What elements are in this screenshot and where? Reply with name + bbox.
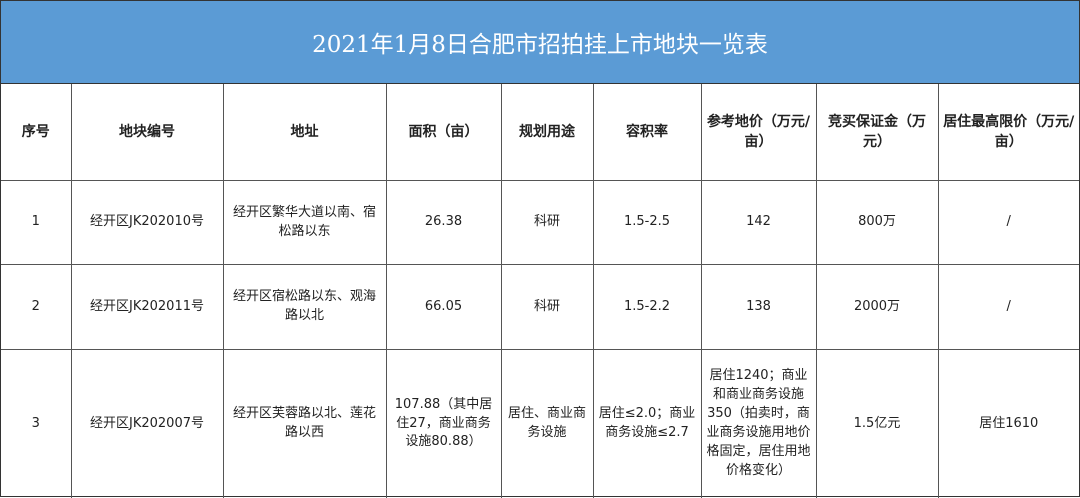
cell-use: 科研 [501, 181, 593, 265]
header-cell: 面积（亩） [386, 84, 501, 181]
header-cell: 地址 [223, 84, 386, 181]
header-cell: 地块编号 [71, 84, 223, 181]
land-table: 序号 地块编号 地址 面积（亩） 规划用途 容积率 参考地价（万元/亩） 竞买保… [1, 84, 1079, 498]
cell-price: 142 [701, 181, 816, 265]
header-cell: 规划用途 [501, 84, 593, 181]
cell-price: 居住1240；商业和商业商务设施350（拍卖时，商业商务设施用地价格固定，居住用… [701, 350, 816, 498]
cell-cap: 居住1610 [938, 350, 1079, 498]
cell-use: 居住、商业商务设施 [501, 350, 593, 498]
cell-id: 经开区JK202007号 [71, 350, 223, 498]
table-row: 2 经开区JK202011号 经开区宿松路以东、观海路以北 66.05 科研 1… [1, 265, 1079, 350]
cell-address: 经开区繁华大道以南、宿松路以东 [223, 181, 386, 265]
header-cell: 容积率 [593, 84, 701, 181]
cell-cap: / [938, 181, 1079, 265]
cell-area: 107.88（其中居住27，商业商务设施80.88） [386, 350, 501, 498]
cell-deposit: 2000万 [816, 265, 938, 350]
cell-address: 经开区芙蓉路以北、莲花路以西 [223, 350, 386, 498]
cell-far: 居住≤2.0；商业商务设施≤2.7 [593, 350, 701, 498]
cell-far: 1.5-2.2 [593, 265, 701, 350]
table-title: 2021年1月8日合肥市招拍挂上市地块一览表 [1, 1, 1079, 84]
header-cell: 居住最高限价（万元/亩） [938, 84, 1079, 181]
table-row: 3 经开区JK202007号 经开区芙蓉路以北、莲花路以西 107.88（其中居… [1, 350, 1079, 498]
cell-price: 138 [701, 265, 816, 350]
cell-address: 经开区宿松路以东、观海路以北 [223, 265, 386, 350]
cell-area: 26.38 [386, 181, 501, 265]
cell-no: 3 [1, 350, 71, 498]
cell-area: 66.05 [386, 265, 501, 350]
cell-cap: / [938, 265, 1079, 350]
cell-use: 科研 [501, 265, 593, 350]
cell-no: 1 [1, 181, 71, 265]
cell-id: 经开区JK202010号 [71, 181, 223, 265]
cell-far: 1.5-2.5 [593, 181, 701, 265]
header-row: 序号 地块编号 地址 面积（亩） 规划用途 容积率 参考地价（万元/亩） 竞买保… [1, 84, 1079, 181]
header-cell: 参考地价（万元/亩） [701, 84, 816, 181]
cell-deposit: 800万 [816, 181, 938, 265]
cell-deposit: 1.5亿元 [816, 350, 938, 498]
header-cell: 竞买保证金（万元） [816, 84, 938, 181]
cell-no: 2 [1, 265, 71, 350]
cell-id: 经开区JK202011号 [71, 265, 223, 350]
table-row: 1 经开区JK202010号 经开区繁华大道以南、宿松路以东 26.38 科研 … [1, 181, 1079, 265]
header-cell: 序号 [1, 84, 71, 181]
